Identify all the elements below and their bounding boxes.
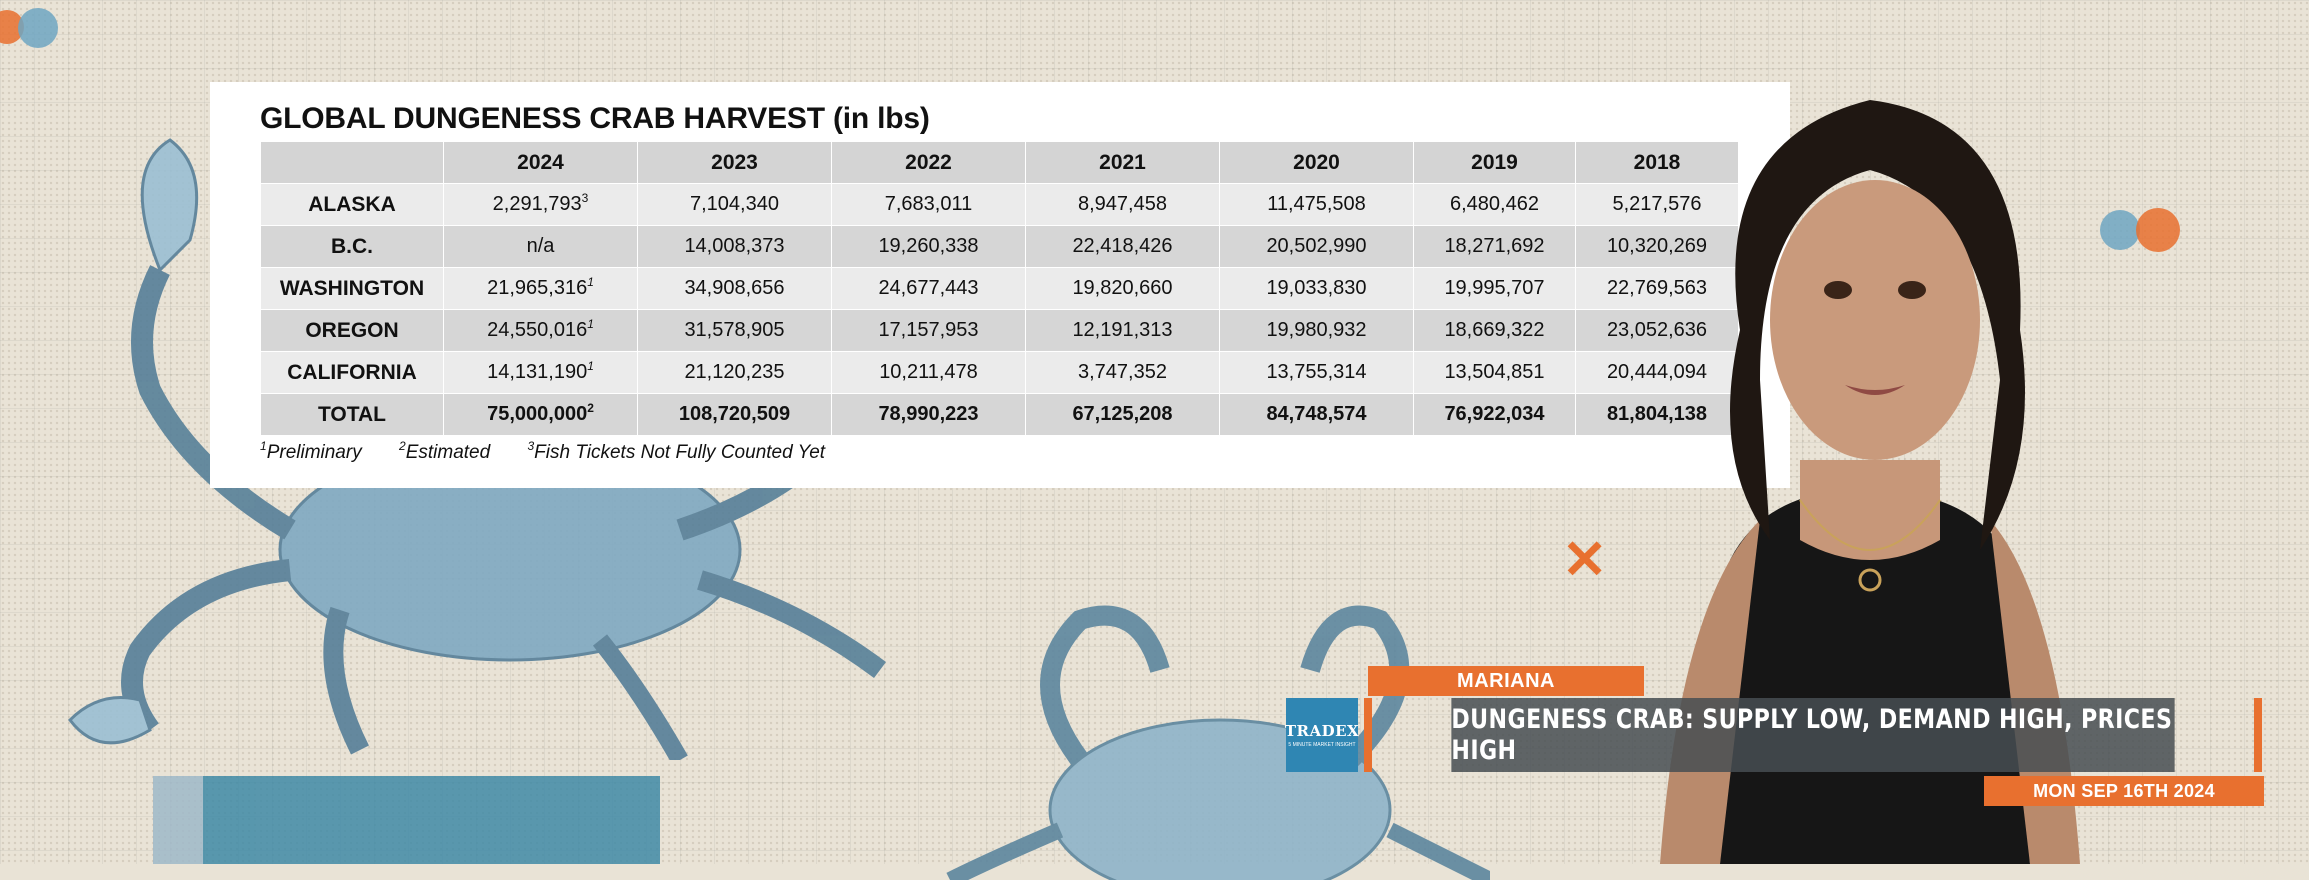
table-cell: 20,502,990 (1219, 225, 1414, 268)
decor-orange-x: ✕ (1562, 530, 1608, 590)
crab-illustration-right (946, 605, 1490, 880)
footnote-marker: 3 (581, 191, 589, 205)
table-cell: 18,669,322 (1413, 309, 1576, 352)
row-label: WASHINGTON (260, 267, 444, 310)
table-cell: 5,217,576 (1575, 183, 1739, 226)
table-cell: 10,320,269 (1575, 225, 1739, 268)
footnote: 3Fish Tickets Not Fully Counted Yet (527, 439, 826, 463)
column-header: 2023 (637, 141, 832, 184)
cell-value: 75,000,000 (487, 403, 588, 425)
cell-value: 21,965,316 (487, 277, 588, 299)
column-header: 2019 (1413, 141, 1576, 184)
footnote-marker: 2 (587, 401, 594, 415)
table-cell: 21,965,3161 (443, 267, 638, 310)
table-cell: 84,748,574 (1219, 393, 1414, 436)
table-row: ALASKA 2,291,7933 7,104,340 7,683,011 8,… (260, 183, 1739, 226)
table-cell: 7,104,340 (637, 183, 832, 226)
table-cell: 108,720,509 (637, 393, 832, 436)
table-cell: 7,683,011 (831, 183, 1026, 226)
table-cell: 34,908,656 (637, 267, 832, 310)
header-corner (260, 141, 444, 184)
table-row: CALIFORNIA 14,131,1901 21,120,235 10,211… (260, 351, 1739, 394)
table-cell: 24,677,443 (831, 267, 1026, 310)
column-header: 2020 (1219, 141, 1414, 184)
table-footnotes: 1Preliminary 2Estimated 3Fish Tickets No… (260, 439, 857, 464)
table-cell: 22,769,563 (1575, 267, 1739, 310)
table-cell: 76,922,034 (1413, 393, 1576, 436)
harvest-table-panel: GLOBAL DUNGENESS CRAB HARVEST (in lbs) 2… (210, 82, 1790, 488)
row-label: CALIFORNIA (260, 351, 444, 394)
logo-text: TRADEX (1284, 722, 1360, 740)
column-header: 2021 (1025, 141, 1220, 184)
table-cell: 6,480,462 (1413, 183, 1576, 226)
table-cell: 2,291,7933 (443, 183, 638, 226)
table-cell: 14,008,373 (637, 225, 832, 268)
table-cell: 19,980,932 (1219, 309, 1414, 352)
cell-value: 14,131,190 (487, 361, 588, 383)
footnote: 2Estimated (399, 439, 491, 463)
cell-value: 2,291,793 (492, 193, 582, 215)
decor-blue-dot (18, 8, 58, 48)
row-label: OREGON (260, 309, 444, 352)
headline-end-bar (2254, 698, 2262, 772)
table-cell: 78,990,223 (831, 393, 1026, 436)
decor-orange-dot (2136, 208, 2180, 252)
table-cell: 19,995,707 (1413, 267, 1576, 310)
table-cell: 19,033,830 (1219, 267, 1414, 310)
headline-accent-bar (1364, 698, 1372, 772)
table-cell: n/a (443, 225, 638, 268)
tradex-logo: TRADEX 5 MINUTE MARKET INSIGHT (1284, 698, 1360, 772)
table-cell: 81,804,138 (1575, 393, 1739, 436)
table-cell: 13,504,851 (1413, 351, 1576, 394)
table-cell: 75,000,0002 (443, 393, 638, 436)
table-title: GLOBAL DUNGENESS CRAB HARVEST (in lbs) (260, 102, 930, 135)
table-cell: 17,157,953 (831, 309, 1026, 352)
cell-value: 24,550,016 (487, 319, 588, 341)
date-tag: MON SEP 16TH 2024 (1984, 776, 2264, 806)
table-cell: 21,120,235 (637, 351, 832, 394)
table-cell: 23,052,636 (1575, 309, 1739, 352)
footnote-marker: 1 (587, 275, 594, 289)
table-cell: 10,211,478 (831, 351, 1026, 394)
decor-blue-block (153, 776, 660, 864)
table-cell: 22,418,426 (1025, 225, 1220, 268)
footnote-marker: 1 (587, 359, 594, 373)
row-label: TOTAL (260, 393, 444, 436)
footnote: 1Preliminary (260, 439, 362, 463)
table-row: WASHINGTON 21,965,3161 34,908,656 24,677… (260, 267, 1739, 310)
table-row: B.C. n/a 14,008,373 19,260,338 22,418,42… (260, 225, 1739, 268)
harvest-table: 2024 2023 2022 2021 2020 2019 2018 ALASK… (260, 141, 1739, 436)
table-total-row: TOTAL 75,000,0002 108,720,509 78,990,223… (260, 393, 1739, 436)
table-cell: 19,820,660 (1025, 267, 1220, 310)
headline-banner: DUNGENESS CRAB: SUPPLY LOW, DEMAND HIGH,… (1451, 698, 2175, 772)
table-cell: 8,947,458 (1025, 183, 1220, 226)
logo-tagline: 5 MINUTE MARKET INSIGHT (1288, 742, 1356, 748)
table-cell: 67,125,208 (1025, 393, 1220, 436)
table-cell: 14,131,1901 (443, 351, 638, 394)
table-cell: 12,191,313 (1025, 309, 1220, 352)
table-header-row: 2024 2023 2022 2021 2020 2019 2018 (260, 141, 1739, 184)
footnote-marker: 1 (587, 317, 594, 331)
table-cell: 18,271,692 (1413, 225, 1576, 268)
column-header: 2022 (831, 141, 1026, 184)
row-label: ALASKA (260, 183, 444, 226)
table-cell: 19,260,338 (831, 225, 1026, 268)
table-cell: 24,550,0161 (443, 309, 638, 352)
row-label: B.C. (260, 225, 444, 268)
table-cell: 11,475,508 (1219, 183, 1414, 226)
table-cell: 3,747,352 (1025, 351, 1220, 394)
table-row: OREGON 24,550,0161 31,578,905 17,157,953… (260, 309, 1739, 352)
table-cell: 13,755,314 (1219, 351, 1414, 394)
presenter-name-tag: MARIANA (1368, 666, 1644, 696)
decor-blue-dot (2100, 210, 2140, 250)
column-header: 2024 (443, 141, 638, 184)
table-cell: 31,578,905 (637, 309, 832, 352)
